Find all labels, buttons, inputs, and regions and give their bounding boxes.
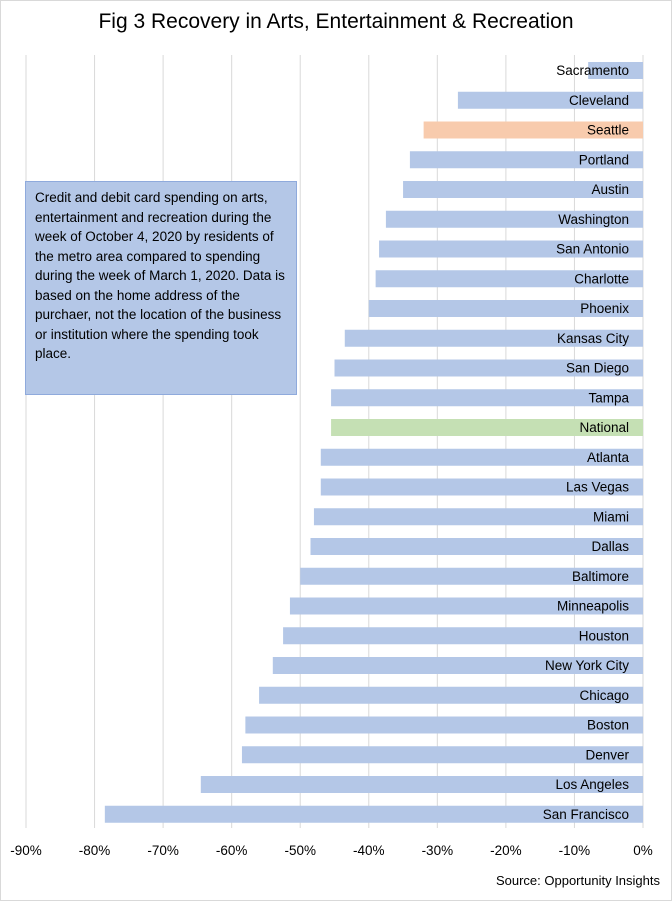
category-label: Denver bbox=[585, 747, 629, 762]
bar bbox=[334, 359, 643, 377]
category-label: San Francisco bbox=[543, 807, 629, 822]
gridlines bbox=[25, 55, 644, 828]
category-labels: Sacramento Cleveland Seattle Portland Austin… bbox=[543, 63, 630, 822]
category-label: New York City bbox=[545, 658, 629, 673]
bar bbox=[409, 151, 643, 169]
bar bbox=[588, 62, 643, 79]
x-tick-labels: -90% -80% -70% -60% -50% -40% -30% -20% -10% 0% bbox=[10, 843, 653, 858]
bar bbox=[379, 240, 643, 258]
source-note: Source: Opportunity Insights bbox=[495, 873, 660, 888]
category-label: Phoenix bbox=[580, 301, 629, 316]
bar bbox=[331, 389, 643, 407]
x-tick-label: -90% bbox=[10, 843, 42, 858]
bar bbox=[320, 448, 643, 466]
bar bbox=[385, 210, 643, 228]
category-label: Sacramento bbox=[556, 63, 629, 78]
bar bbox=[375, 270, 643, 288]
category-label: Tampa bbox=[588, 390, 629, 405]
bar bbox=[283, 627, 643, 645]
category-label: Las Vegas bbox=[566, 480, 629, 495]
bar bbox=[423, 121, 643, 139]
bar bbox=[300, 567, 643, 585]
x-tick-label: -40% bbox=[353, 843, 385, 858]
x-tick-label: -20% bbox=[490, 843, 522, 858]
bar bbox=[272, 657, 643, 674]
category-label: Chicago bbox=[579, 688, 629, 703]
category-label: Houston bbox=[579, 628, 629, 643]
category-label: Kansas City bbox=[557, 331, 629, 346]
bar bbox=[259, 686, 643, 704]
category-label: Minneapolis bbox=[557, 599, 629, 614]
x-tick-label: 0% bbox=[633, 843, 653, 858]
category-label: San Diego bbox=[566, 361, 629, 376]
category-label: Dallas bbox=[591, 539, 629, 554]
x-tick-label: -10% bbox=[559, 843, 591, 858]
bar bbox=[320, 478, 643, 496]
bar bbox=[331, 419, 643, 436]
x-tick-label: -80% bbox=[79, 843, 111, 858]
chart-title: Fig 3 Recovery in Arts, Entertainment & … bbox=[98, 10, 574, 33]
x-tick-label: -30% bbox=[422, 843, 454, 858]
x-tick-label: -50% bbox=[284, 843, 316, 858]
category-label: Miami bbox=[593, 509, 629, 524]
x-tick-label: -70% bbox=[147, 843, 179, 858]
category-label: Atlanta bbox=[587, 450, 630, 465]
bar bbox=[368, 300, 643, 317]
bar bbox=[310, 538, 643, 555]
bar bbox=[104, 805, 644, 823]
category-label: Baltimore bbox=[572, 569, 629, 584]
category-label: Boston bbox=[587, 718, 629, 733]
bar bbox=[344, 329, 643, 347]
bar bbox=[200, 776, 644, 793]
x-tick-label: -60% bbox=[216, 843, 248, 858]
category-label: San Antonio bbox=[556, 242, 629, 257]
category-label: Seattle bbox=[587, 123, 629, 138]
bar bbox=[403, 181, 643, 198]
bars bbox=[104, 62, 644, 823]
category-label: Austin bbox=[591, 182, 629, 197]
category-label: Charlotte bbox=[574, 271, 629, 286]
bar bbox=[245, 716, 643, 734]
category-label: Portland bbox=[579, 152, 629, 167]
bar bbox=[289, 597, 643, 615]
bar bbox=[313, 508, 643, 526]
category-label: Cleveland bbox=[569, 93, 629, 108]
bar bbox=[241, 746, 643, 764]
category-label: Los Angeles bbox=[555, 777, 629, 792]
bar bbox=[457, 91, 643, 109]
annotation-box: Credit and debit card spending on arts, … bbox=[25, 181, 297, 395]
category-label: Washington bbox=[558, 212, 629, 227]
category-label: National bbox=[579, 420, 629, 435]
